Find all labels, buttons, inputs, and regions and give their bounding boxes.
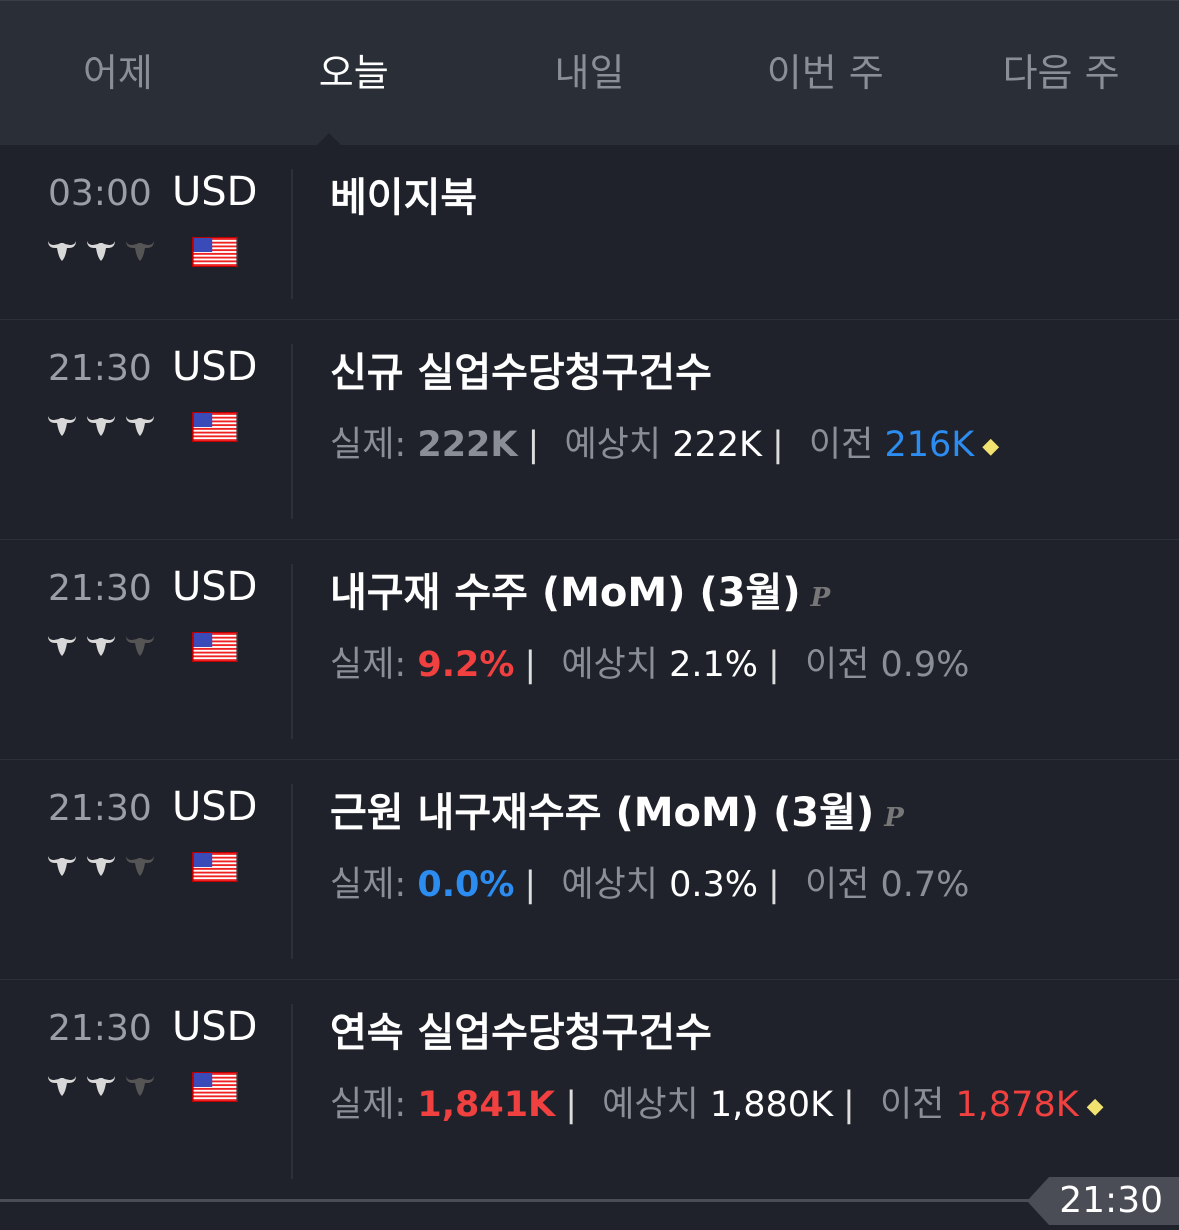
bull-icon bbox=[126, 636, 154, 656]
importance-rating bbox=[46, 412, 156, 440]
divider bbox=[291, 1004, 293, 1179]
forecast-value: 222K bbox=[672, 425, 762, 465]
event-title: 근원 내구재수주 (MoM) (3월) P bbox=[330, 780, 904, 838]
current-time-line bbox=[0, 1199, 1060, 1202]
preliminary-icon: P bbox=[884, 803, 904, 833]
forecast-label: 예상치 bbox=[561, 645, 658, 685]
event-currency: USD bbox=[172, 1004, 258, 1050]
forecast-label: 예상치 bbox=[602, 1085, 699, 1125]
actual-value: 1,841K bbox=[417, 1085, 556, 1125]
bull-icon bbox=[126, 856, 154, 876]
tab-this-week[interactable]: 이번 주 bbox=[766, 51, 884, 95]
event-currency: USD bbox=[172, 564, 258, 610]
preliminary-icon: P bbox=[810, 583, 831, 613]
event-currency: USD bbox=[172, 784, 258, 830]
bull-icon bbox=[48, 1076, 76, 1096]
bull-icon bbox=[87, 1076, 115, 1096]
forecast-label: 예상치 bbox=[564, 425, 662, 465]
event-title-text: 연속 실업수당청구건수 bbox=[330, 1010, 712, 1056]
event-time: 21:30 bbox=[48, 568, 152, 609]
previous-value: 1,878K bbox=[955, 1085, 1079, 1125]
previous-value: 216K bbox=[884, 425, 975, 465]
event-values: 실제: 0.0% | 예상치 0.3% | 이전 0.7% bbox=[330, 865, 970, 905]
divider bbox=[291, 169, 293, 299]
event-time: 03:00 bbox=[48, 173, 152, 214]
revised-diamond-icon: ◆ bbox=[982, 433, 1000, 459]
event-title: 신규 실업수당청구건수 bbox=[330, 340, 712, 398]
bull-icon bbox=[87, 241, 115, 261]
actual-label: 실제: bbox=[330, 645, 407, 685]
bull-icon bbox=[87, 416, 115, 436]
bull-icon bbox=[48, 416, 76, 436]
bull-icon bbox=[48, 636, 76, 656]
actual-value: 222K bbox=[417, 425, 518, 465]
current-time-tag: 21:30 bbox=[1027, 1177, 1179, 1225]
event-row[interactable]: 03:00 USD 베이지북 bbox=[0, 145, 1179, 320]
event-time: 21:30 bbox=[48, 348, 152, 389]
event-title-text: 베이지북 bbox=[330, 175, 478, 221]
previous-label: 이전 bbox=[804, 865, 870, 905]
event-title-text: 신규 실업수당청구건수 bbox=[330, 350, 712, 396]
forecast-value: 2.1% bbox=[669, 645, 759, 685]
bull-icon bbox=[126, 416, 154, 436]
revised-diamond-icon: ◆ bbox=[1086, 1093, 1104, 1119]
event-row[interactable]: 21:30 USD 연속 실업수당청구건수 실제: 1,841K | 예상치 1,… bbox=[0, 980, 1179, 1200]
actual-value: 9.2% bbox=[417, 645, 515, 685]
forecast-value: 1,880K bbox=[709, 1085, 834, 1125]
bull-icon bbox=[87, 636, 115, 656]
importance-rating bbox=[46, 632, 156, 660]
event-list: 03:00 USD 베이지북 21:30 USD 신규 실업수당청구건수 실제: … bbox=[0, 145, 1179, 1200]
event-time: 21:30 bbox=[48, 1008, 152, 1049]
active-tab-indicator bbox=[316, 133, 342, 146]
us-flag-icon bbox=[192, 1072, 238, 1102]
previous-label: 이전 bbox=[804, 645, 870, 685]
us-flag-icon bbox=[192, 412, 238, 442]
us-flag-icon bbox=[192, 237, 238, 267]
event-currency: USD bbox=[172, 169, 258, 215]
tab-today[interactable]: 오늘 bbox=[318, 51, 389, 95]
previous-value: 0.7% bbox=[880, 865, 970, 905]
tab-tomorrow[interactable]: 내일 bbox=[554, 51, 625, 95]
actual-label: 실제: bbox=[330, 425, 407, 465]
date-tabs: 어제 오늘 내일 이번 주 다음 주 bbox=[0, 0, 1179, 146]
actual-label: 실제: bbox=[330, 865, 407, 905]
tab-next-week[interactable]: 다음 주 bbox=[1002, 51, 1120, 95]
event-title: 베이지북 bbox=[330, 165, 477, 223]
actual-label: 실제: bbox=[330, 1085, 407, 1125]
divider bbox=[291, 784, 293, 959]
tab-yesterday[interactable]: 어제 bbox=[82, 51, 153, 95]
event-values: 실제: 1,841K | 예상치 1,880K | 이전 1,878K ◆ bbox=[330, 1085, 1104, 1125]
previous-label: 이전 bbox=[879, 1085, 945, 1125]
forecast-value: 0.3% bbox=[669, 865, 759, 905]
bull-icon bbox=[126, 1076, 154, 1096]
bull-icon bbox=[87, 856, 115, 876]
divider bbox=[291, 564, 293, 739]
event-title-text: 내구재 수주 (MoM) (3월) bbox=[330, 570, 801, 616]
forecast-label: 예상치 bbox=[561, 865, 658, 905]
importance-rating bbox=[46, 852, 156, 880]
event-row[interactable]: 21:30 USD 근원 내구재수주 (MoM) (3월) P 실제: 0.0% |… bbox=[0, 760, 1179, 980]
us-flag-icon bbox=[192, 852, 238, 882]
event-title: 내구재 수주 (MoM) (3월) P bbox=[330, 560, 830, 618]
event-currency: USD bbox=[172, 344, 258, 390]
event-row[interactable]: 21:30 USD 내구재 수주 (MoM) (3월) P 실제: 9.2% | 예… bbox=[0, 540, 1179, 760]
event-title: 연속 실업수당청구건수 bbox=[330, 1000, 712, 1058]
event-values: 실제: 222K | 예상치 222K | 이전 216K ◆ bbox=[330, 425, 1000, 465]
importance-rating bbox=[46, 237, 156, 265]
event-time: 21:30 bbox=[48, 788, 152, 829]
event-title-text: 근원 내구재수주 (MoM) (3월) bbox=[330, 790, 875, 836]
bull-icon bbox=[126, 241, 154, 261]
event-values: 실제: 9.2% | 예상치 2.1% | 이전 0.9% bbox=[330, 645, 970, 685]
divider bbox=[291, 344, 293, 519]
previous-label: 이전 bbox=[808, 425, 874, 465]
actual-value: 0.0% bbox=[417, 865, 515, 905]
bull-icon bbox=[48, 856, 76, 876]
importance-rating bbox=[46, 1072, 156, 1100]
us-flag-icon bbox=[192, 632, 238, 662]
bull-icon bbox=[48, 241, 76, 261]
event-row[interactable]: 21:30 USD 신규 실업수당청구건수 실제: 222K | 예상치 222K… bbox=[0, 320, 1179, 540]
previous-value: 0.9% bbox=[880, 645, 970, 685]
